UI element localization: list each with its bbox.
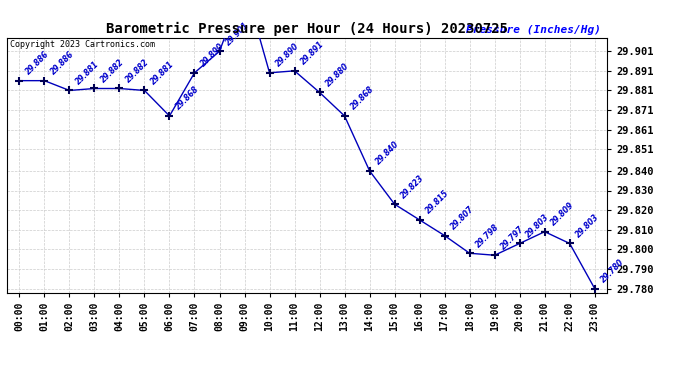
Text: 29.823: 29.823 xyxy=(399,173,426,200)
Text: 29.886: 29.886 xyxy=(48,50,75,76)
Text: Pressure (Inches/Hg): Pressure (Inches/Hg) xyxy=(466,25,601,35)
Text: 29.797: 29.797 xyxy=(499,224,526,251)
Text: 29.868: 29.868 xyxy=(174,85,201,112)
Text: 29.868: 29.868 xyxy=(348,85,375,112)
Text: 29.886: 29.886 xyxy=(23,50,50,76)
Text: 29.798: 29.798 xyxy=(474,222,501,249)
Text: 29.891: 29.891 xyxy=(299,40,326,67)
Text: 29.803: 29.803 xyxy=(524,212,551,239)
Text: Copyright 2023 Cartronics.com: Copyright 2023 Cartronics.com xyxy=(10,40,155,49)
Text: 29.882: 29.882 xyxy=(124,57,150,84)
Text: 29.881: 29.881 xyxy=(74,59,101,86)
Text: 29.807: 29.807 xyxy=(448,204,475,231)
Text: 29.780: 29.780 xyxy=(599,258,626,284)
Text: 29.935: 29.935 xyxy=(0,374,1,375)
Text: 29.890: 29.890 xyxy=(274,42,301,69)
Text: 29.840: 29.840 xyxy=(374,140,401,167)
Text: 29.901: 29.901 xyxy=(224,20,250,47)
Text: 29.815: 29.815 xyxy=(424,189,451,216)
Text: 29.881: 29.881 xyxy=(148,59,175,86)
Text: 29.882: 29.882 xyxy=(99,57,126,84)
Text: 29.809: 29.809 xyxy=(549,201,575,228)
Text: 29.803: 29.803 xyxy=(574,212,601,239)
Text: 29.880: 29.880 xyxy=(324,61,351,88)
Title: Barometric Pressure per Hour (24 Hours) 20230725: Barometric Pressure per Hour (24 Hours) … xyxy=(106,22,508,36)
Text: 29.890: 29.890 xyxy=(199,42,226,69)
